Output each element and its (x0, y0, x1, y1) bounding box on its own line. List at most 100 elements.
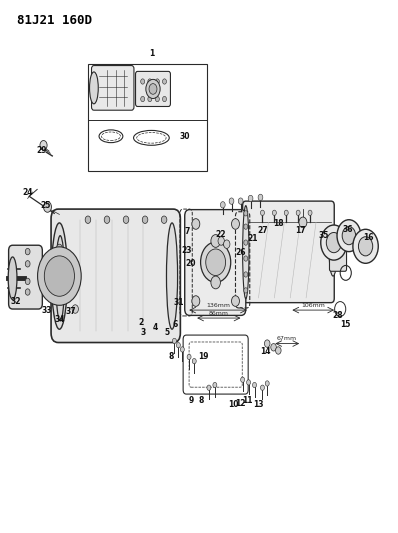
Circle shape (253, 382, 256, 387)
Circle shape (187, 354, 191, 360)
Text: 28: 28 (332, 311, 343, 320)
Ellipse shape (329, 228, 337, 276)
Text: 23: 23 (181, 246, 191, 255)
Circle shape (244, 256, 248, 261)
Circle shape (142, 216, 148, 223)
Circle shape (192, 296, 200, 306)
Circle shape (275, 347, 281, 354)
FancyBboxPatch shape (136, 71, 170, 107)
Circle shape (44, 256, 74, 296)
Circle shape (326, 232, 341, 253)
Circle shape (206, 249, 226, 276)
Circle shape (141, 96, 144, 102)
Circle shape (85, 216, 91, 223)
Text: 16: 16 (363, 233, 374, 242)
Circle shape (229, 198, 234, 204)
Circle shape (176, 343, 180, 348)
Text: 19: 19 (198, 352, 208, 361)
Circle shape (57, 244, 62, 252)
Text: 13: 13 (253, 400, 264, 409)
Circle shape (232, 296, 240, 306)
Circle shape (123, 216, 129, 223)
Text: 106mm: 106mm (301, 303, 325, 308)
FancyBboxPatch shape (243, 201, 334, 303)
Text: 22: 22 (216, 230, 226, 239)
Circle shape (211, 235, 220, 247)
Circle shape (241, 377, 245, 382)
FancyBboxPatch shape (51, 209, 180, 343)
Circle shape (265, 381, 269, 386)
Text: 20: 20 (185, 260, 195, 268)
Circle shape (296, 210, 300, 215)
Circle shape (342, 227, 356, 245)
Text: 7: 7 (184, 228, 190, 237)
Circle shape (299, 217, 307, 228)
Text: 6: 6 (173, 320, 178, 329)
Circle shape (201, 242, 231, 282)
Circle shape (161, 216, 167, 223)
Circle shape (308, 210, 312, 215)
Text: 14: 14 (260, 347, 271, 356)
Ellipse shape (56, 236, 64, 321)
Text: 81J21 160D: 81J21 160D (17, 14, 92, 27)
Text: 86mm: 86mm (209, 311, 229, 316)
Circle shape (57, 257, 62, 265)
Circle shape (172, 338, 176, 344)
Text: 36: 36 (343, 225, 353, 234)
Circle shape (37, 247, 81, 305)
Circle shape (284, 210, 288, 215)
FancyBboxPatch shape (92, 66, 134, 110)
Circle shape (238, 198, 243, 204)
Circle shape (104, 216, 110, 223)
Text: 21: 21 (247, 234, 258, 243)
Text: 37: 37 (66, 307, 76, 316)
Circle shape (25, 248, 30, 255)
Circle shape (244, 211, 248, 216)
Text: 17: 17 (295, 226, 305, 235)
Circle shape (247, 379, 251, 385)
Ellipse shape (243, 206, 249, 298)
Circle shape (207, 385, 211, 390)
Text: 34: 34 (54, 315, 64, 324)
Text: 18: 18 (273, 220, 284, 229)
Circle shape (211, 276, 220, 289)
Text: 35: 35 (319, 231, 329, 240)
FancyBboxPatch shape (9, 245, 42, 309)
Circle shape (40, 141, 47, 150)
Circle shape (244, 288, 248, 293)
Circle shape (244, 224, 248, 229)
Circle shape (57, 297, 62, 305)
Text: 5: 5 (165, 328, 170, 337)
FancyBboxPatch shape (185, 209, 246, 316)
Ellipse shape (51, 223, 67, 329)
Text: 32: 32 (10, 296, 21, 305)
Circle shape (25, 289, 30, 295)
Circle shape (213, 382, 217, 387)
Text: 136mm: 136mm (206, 303, 230, 308)
Circle shape (72, 305, 78, 313)
Circle shape (141, 79, 144, 84)
Circle shape (162, 79, 166, 84)
Ellipse shape (166, 223, 178, 329)
Circle shape (321, 225, 347, 260)
Circle shape (192, 359, 196, 364)
Circle shape (148, 96, 152, 102)
Circle shape (337, 220, 361, 252)
Ellipse shape (8, 257, 17, 300)
Circle shape (260, 385, 264, 390)
Circle shape (155, 96, 159, 102)
Circle shape (248, 195, 253, 201)
Text: 29: 29 (36, 146, 47, 155)
Text: 3: 3 (141, 328, 146, 337)
Text: 11: 11 (242, 396, 253, 405)
Text: 31: 31 (173, 298, 183, 307)
Circle shape (192, 219, 200, 229)
Circle shape (244, 272, 248, 277)
Text: 10: 10 (229, 400, 239, 409)
Circle shape (149, 84, 157, 94)
Circle shape (224, 240, 230, 248)
Circle shape (146, 79, 160, 99)
Text: 15: 15 (341, 320, 351, 329)
Circle shape (57, 271, 62, 278)
Ellipse shape (90, 72, 98, 104)
